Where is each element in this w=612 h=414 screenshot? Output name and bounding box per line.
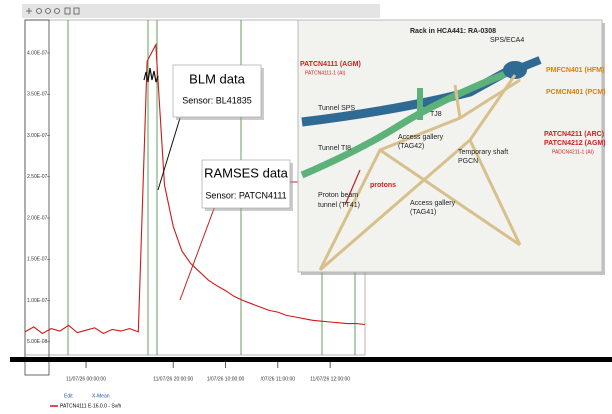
diagram-label: TJ8 bbox=[430, 111, 442, 118]
diagram-label: tunnel (TT41) bbox=[318, 202, 360, 209]
x-tick-label: 1/07/26 10:00:00 bbox=[207, 376, 245, 382]
diagram-label: PATCN4212 (AGM) bbox=[544, 140, 606, 147]
x-tick-label: 11/07/26 00:00:00 bbox=[66, 376, 106, 382]
diagram-label: PCMCN401 (PCM) bbox=[546, 89, 606, 96]
diagram-label: SPS/ECA4 bbox=[490, 37, 524, 44]
diagram-label: PGCN bbox=[458, 158, 478, 165]
y-tick-label: 2.50E-07 bbox=[27, 174, 48, 180]
diagram-label: PMFCN401 (HFM) bbox=[546, 67, 604, 74]
diagram-label: PATCN4211 (ARC) bbox=[544, 131, 604, 138]
diagram-label: (TAG41) bbox=[410, 209, 436, 216]
diagram-label: Proton beam bbox=[318, 192, 358, 199]
y-tick-label: 1.00E-07 bbox=[27, 298, 48, 304]
annotation: Sensor: PATCN4111 bbox=[205, 190, 286, 200]
diagram: Rack in HCA441: RA-0308 SPS/ECA4 PATCN41… bbox=[298, 20, 606, 275]
y-tick-label: 4.00E-07 bbox=[27, 50, 48, 56]
annotation: BLM data bbox=[189, 71, 245, 86]
y-tick-label: 1.50E-07 bbox=[27, 257, 48, 263]
diagram-title: Rack in HCA441: RA-0308 bbox=[410, 28, 496, 35]
diagram-label: PATCN4111 (AGM) bbox=[300, 61, 361, 68]
annotation: RAMSES data bbox=[204, 165, 289, 180]
diagram-label: PATCN4111-1 (AI) bbox=[305, 70, 346, 76]
x-tick-label: /07/26 11:00:00 bbox=[261, 376, 296, 382]
y-tick-label: 3.00E-07 bbox=[27, 133, 48, 139]
diagram-label: Tunnel SPS bbox=[318, 105, 355, 112]
diagram-label: Access gallery bbox=[410, 200, 456, 207]
legend-header: X-Mean bbox=[92, 393, 110, 399]
legend-label: PATCN4111 E-16.0.0 - Sv/h bbox=[60, 403, 122, 409]
diagram-label: Temporary shaft bbox=[458, 149, 508, 156]
y-tick-label: 2.00E-07 bbox=[27, 215, 48, 221]
page: 5.00E-08 1.00E-07 1.50E-07 2.00E-07 2.50E-07… bbox=[0, 0, 612, 414]
diagram-label: protons bbox=[370, 182, 396, 189]
annotation: Sensor: BL41835 bbox=[182, 95, 252, 105]
diagram-label: Access gallery bbox=[398, 134, 444, 141]
chart: 5.00E-08 1.00E-07 1.50E-07 2.00E-07 2.50E-07… bbox=[0, 0, 612, 414]
diagram-label: Tunnel TI8 bbox=[318, 145, 351, 152]
x-tick-label: 11/07/26 12:00:00 bbox=[310, 376, 350, 382]
diagram-label: (TAG42) bbox=[398, 143, 424, 150]
x-tick-label: 11/07/26 20:00:00 bbox=[153, 376, 193, 382]
y-tick-label: 3.50E-07 bbox=[27, 92, 48, 98]
diagram-label: PADCN4211-1 (AI) bbox=[552, 149, 594, 155]
y-tick-label: 5.00E-08 bbox=[27, 339, 48, 345]
toolbar bbox=[22, 4, 380, 18]
legend-header: Edit bbox=[64, 393, 73, 399]
axis-bar bbox=[10, 357, 612, 362]
